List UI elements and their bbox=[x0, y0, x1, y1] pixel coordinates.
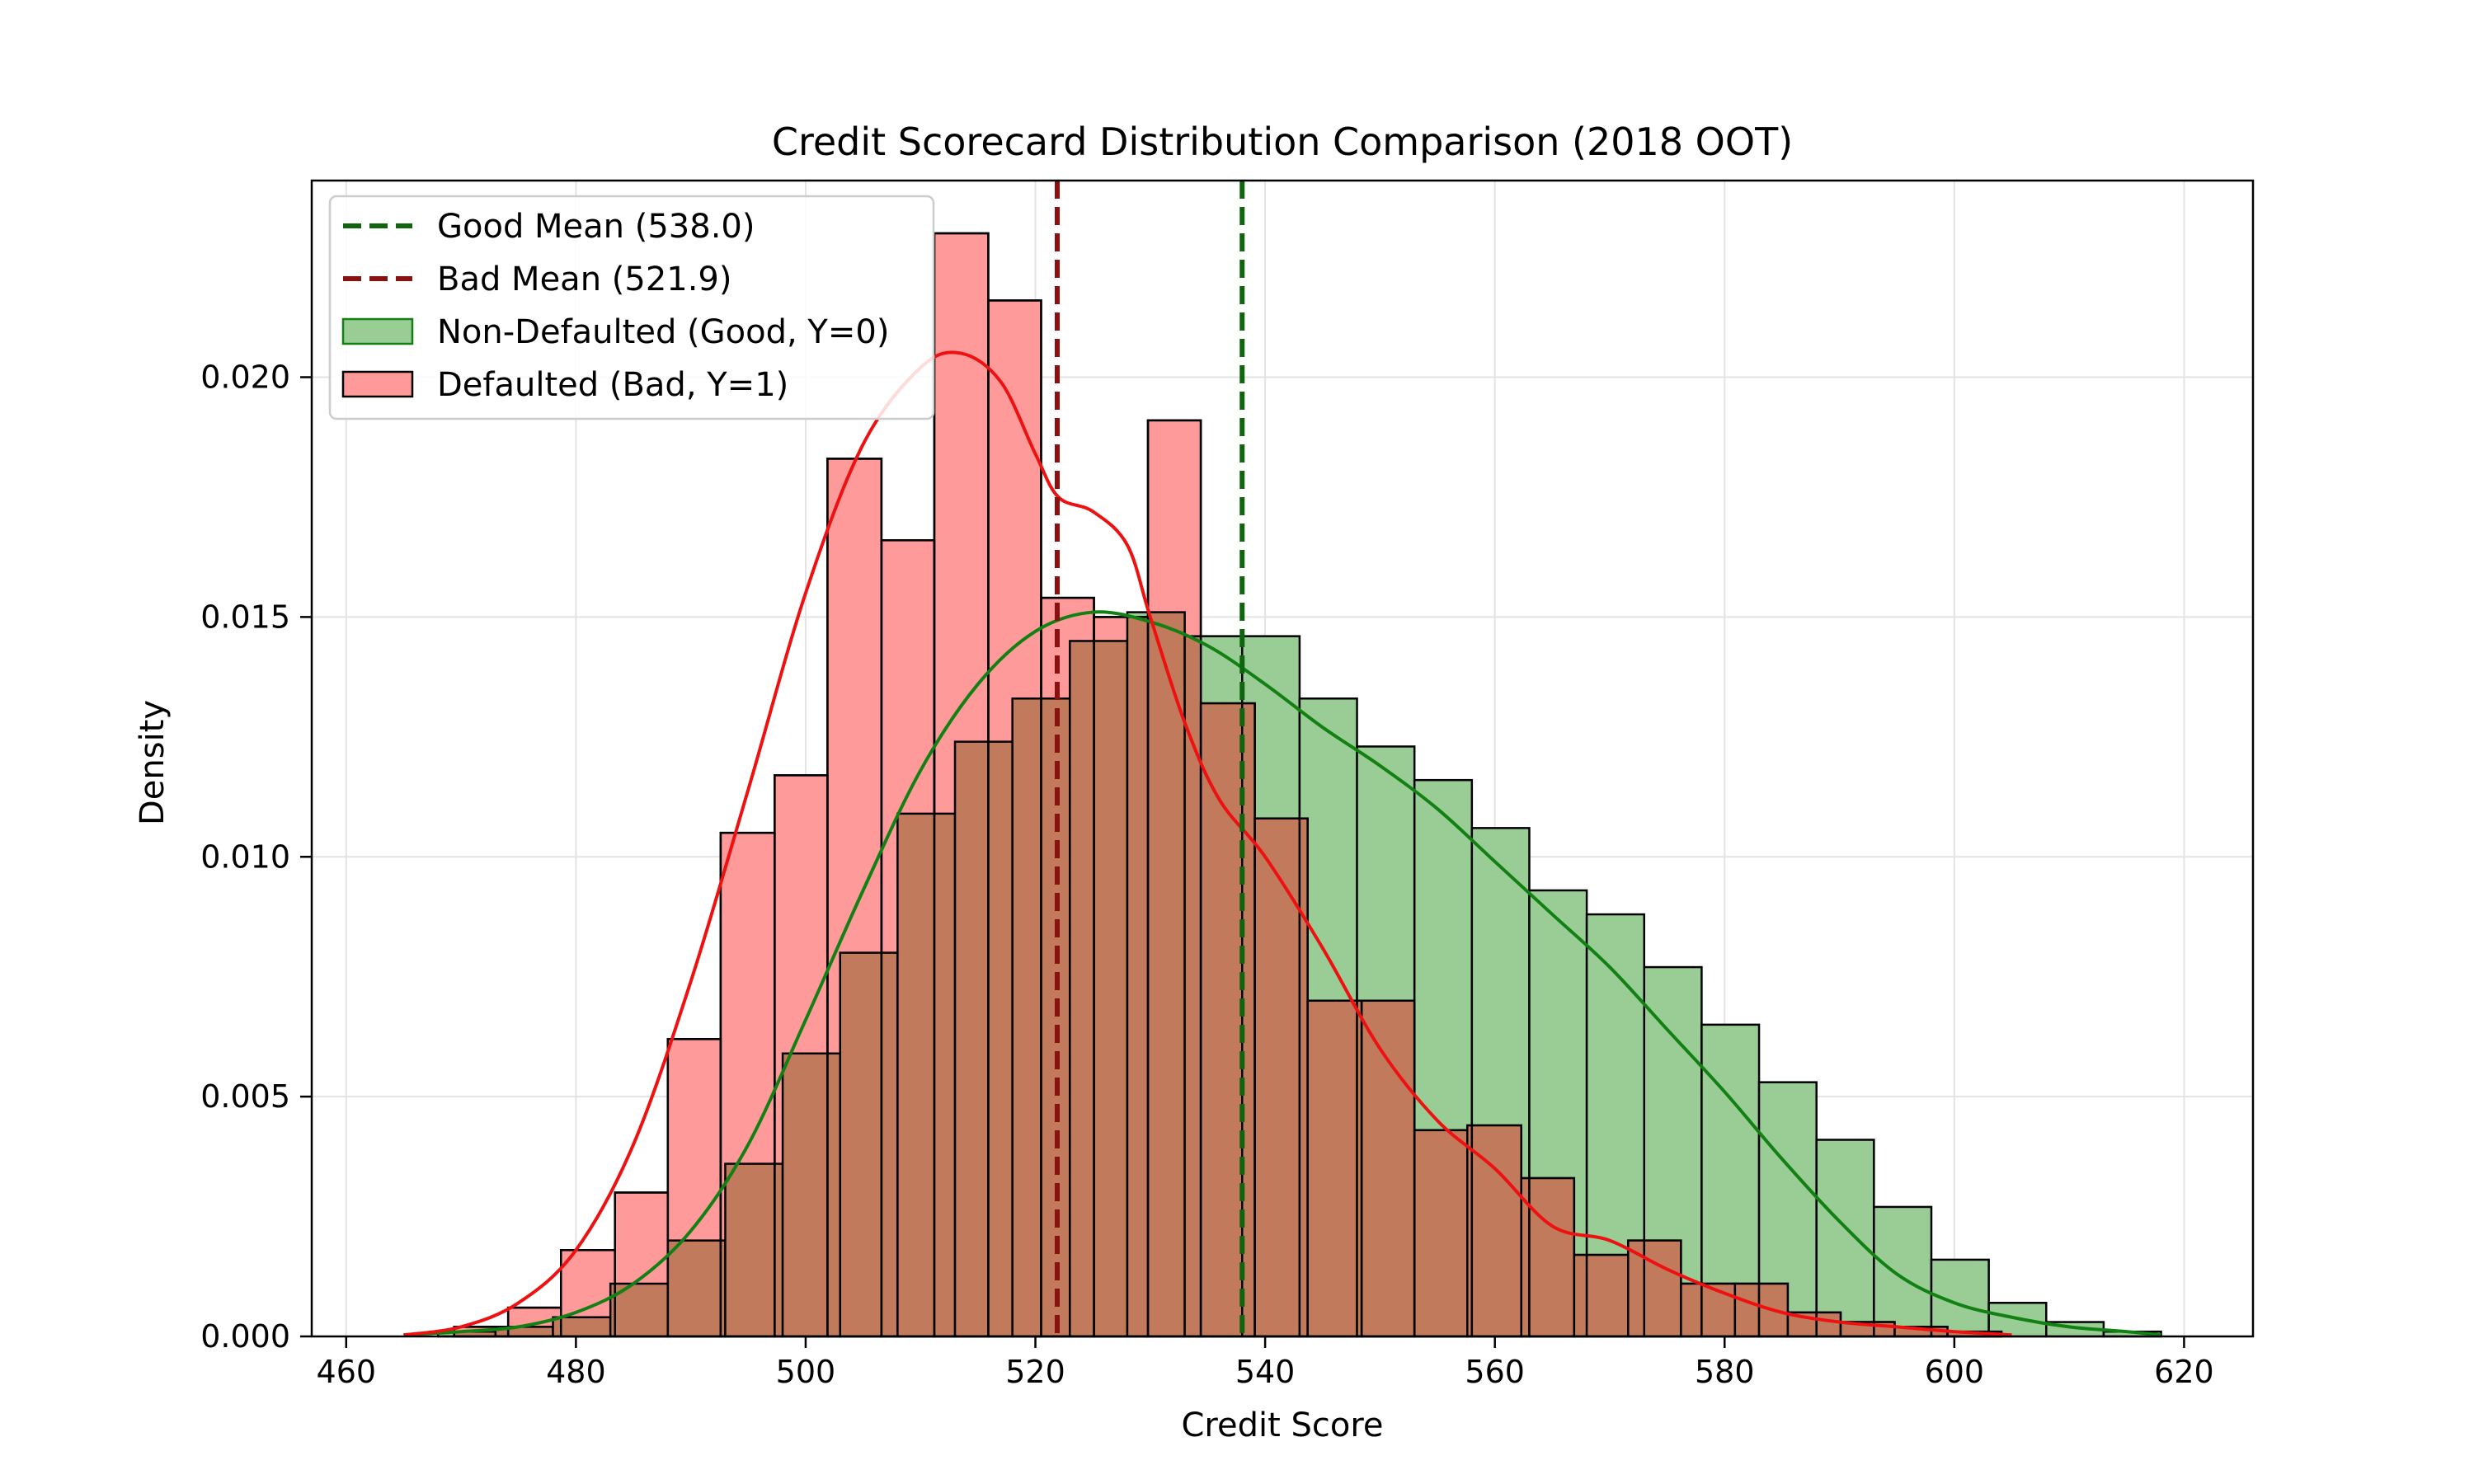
overlap-bar bbox=[839, 951, 899, 1337]
legend-patch-swatch bbox=[341, 370, 414, 398]
good-histogram-bar bbox=[1873, 1205, 1933, 1338]
y-tick-label: 0.015 bbox=[200, 599, 290, 635]
y-tick-label: 0.020 bbox=[200, 359, 290, 396]
overlap-bar bbox=[953, 740, 1014, 1337]
legend: Good Mean (538.0) Bad Mean (521.9) Non-Def… bbox=[328, 195, 935, 420]
legend-label: Bad Mean (521.9) bbox=[437, 261, 731, 298]
overlap-bar bbox=[1069, 640, 1129, 1337]
legend-patch-swatch bbox=[341, 317, 414, 345]
plot-frame bbox=[310, 179, 2255, 1338]
x-tick-label: 620 bbox=[2154, 1354, 2214, 1390]
y-axis-ticks: 0.000 0.005 0.010 0.015 0.020 bbox=[200, 359, 312, 1355]
x-tick-label: 580 bbox=[1695, 1354, 1755, 1390]
x-axis-label: Credit Score bbox=[1181, 1407, 1383, 1444]
kde-curves bbox=[403, 350, 2161, 1337]
x-tick-label: 600 bbox=[1925, 1354, 1985, 1390]
y-tick-label: 0.005 bbox=[200, 1078, 290, 1115]
overlap-bar bbox=[666, 1239, 727, 1337]
bad-kde-line bbox=[403, 350, 2012, 1337]
x-tick-label: 460 bbox=[317, 1354, 377, 1390]
x-tick-label: 540 bbox=[1235, 1354, 1296, 1390]
legend-label: Defaulted (Bad, Y=1) bbox=[437, 366, 788, 404]
overlap-bar bbox=[781, 1052, 841, 1337]
mean-lines bbox=[1054, 181, 1245, 1336]
overlap-bar bbox=[724, 1162, 784, 1337]
x-tick-label: 500 bbox=[776, 1354, 836, 1390]
legend-label: Non-Defaulted (Good, Y=0) bbox=[437, 313, 889, 351]
y-axis-label: Density bbox=[134, 700, 172, 825]
legend-box bbox=[328, 195, 935, 420]
x-tick-label: 560 bbox=[1465, 1354, 1525, 1390]
y-tick-label: 0.010 bbox=[200, 838, 290, 875]
y-tick-label: 0.000 bbox=[200, 1318, 290, 1355]
chart-title: Credit Scorecard Distribution Comparison… bbox=[772, 120, 1793, 164]
x-axis-ticks: 460 480 500 520 540 560 580 600 620 bbox=[317, 1336, 2214, 1390]
overlap-bar bbox=[896, 812, 957, 1337]
good-kde-line bbox=[403, 610, 2161, 1337]
overlap-bar bbox=[1126, 611, 1186, 1337]
legend-label: Good Mean (538.0) bbox=[437, 208, 755, 246]
good-histogram-bar bbox=[1815, 1139, 1875, 1338]
x-tick-label: 520 bbox=[1005, 1354, 1065, 1390]
x-tick-label: 480 bbox=[546, 1354, 606, 1390]
